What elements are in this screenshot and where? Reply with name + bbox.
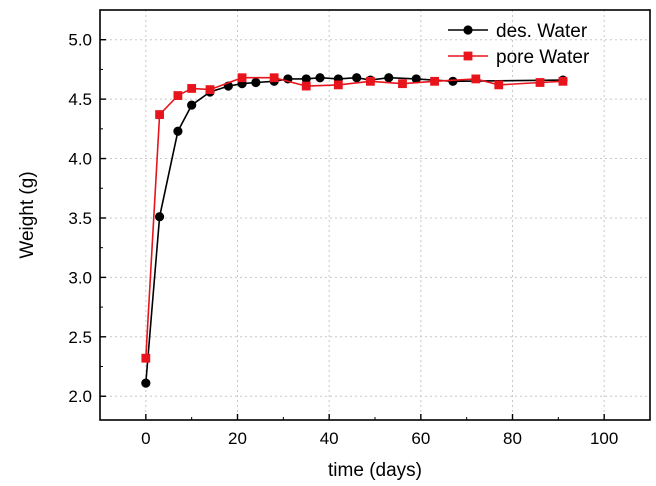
x-tick-label: 100: [590, 429, 618, 448]
data-point: [315, 73, 325, 83]
series-group: [141, 73, 568, 388]
data-point: [411, 74, 421, 84]
data-point: [301, 74, 311, 84]
data-point: [301, 81, 311, 91]
x-tick-label: 60: [411, 429, 430, 448]
x-tick-label: 80: [503, 429, 522, 448]
data-point: [251, 77, 261, 88]
data-point: [448, 76, 458, 86]
data-point: [237, 73, 247, 83]
x-axis-label: time (days): [328, 460, 422, 481]
legend-marker: [463, 51, 473, 61]
x-tick-label: 20: [228, 429, 247, 448]
data-point: [205, 85, 215, 95]
data-point: [269, 73, 279, 83]
y-tick-label: 2.5: [68, 328, 92, 347]
data-point: [187, 100, 197, 110]
grid-lines: [100, 10, 650, 420]
plot-area-frame: [99, 9, 651, 421]
data-point: [141, 353, 151, 363]
y-tick-label: 3.5: [68, 209, 92, 228]
data-point: [155, 110, 164, 119]
data-point: [366, 76, 375, 86]
data-point: [352, 73, 362, 83]
data-point: [558, 76, 568, 86]
data-point: [384, 73, 394, 83]
data-point: [535, 78, 545, 87]
data-point: [430, 76, 439, 86]
y-tick-label: 4.5: [68, 90, 92, 109]
data-point: [173, 126, 183, 136]
legend-entry-label: des. Water: [496, 21, 588, 42]
series-line: [145, 76, 563, 384]
x-tick-label: 0: [141, 429, 150, 448]
data-point: [173, 91, 183, 100]
series-pore-water: [141, 73, 568, 363]
series-des-water: [141, 73, 568, 388]
y-tick-label: 3.0: [68, 268, 92, 287]
axis-ticks: 0 20 40 60 80 100 2.0 2.5 3.0 3.5 4.0 4.5 5.0: [68, 31, 651, 448]
data-point: [398, 79, 407, 89]
y-tick-label: 5.0: [68, 31, 92, 50]
legend-entry-label: pore Water: [496, 47, 590, 68]
series-line: [145, 76, 563, 359]
data-point: [471, 74, 481, 84]
x-tick-label: 40: [320, 429, 339, 448]
legend-marker: [463, 25, 473, 35]
y-tick-label: 4.0: [68, 150, 92, 169]
y-axis-label: Weight (g): [17, 171, 38, 258]
data-point: [187, 84, 197, 93]
data-point: [494, 80, 504, 90]
data-point: [154, 212, 165, 222]
data-point: [141, 378, 151, 388]
legend: des. Water pore Water: [448, 21, 590, 68]
y-tick-label: 2.0: [68, 387, 92, 406]
data-point: [333, 80, 343, 90]
